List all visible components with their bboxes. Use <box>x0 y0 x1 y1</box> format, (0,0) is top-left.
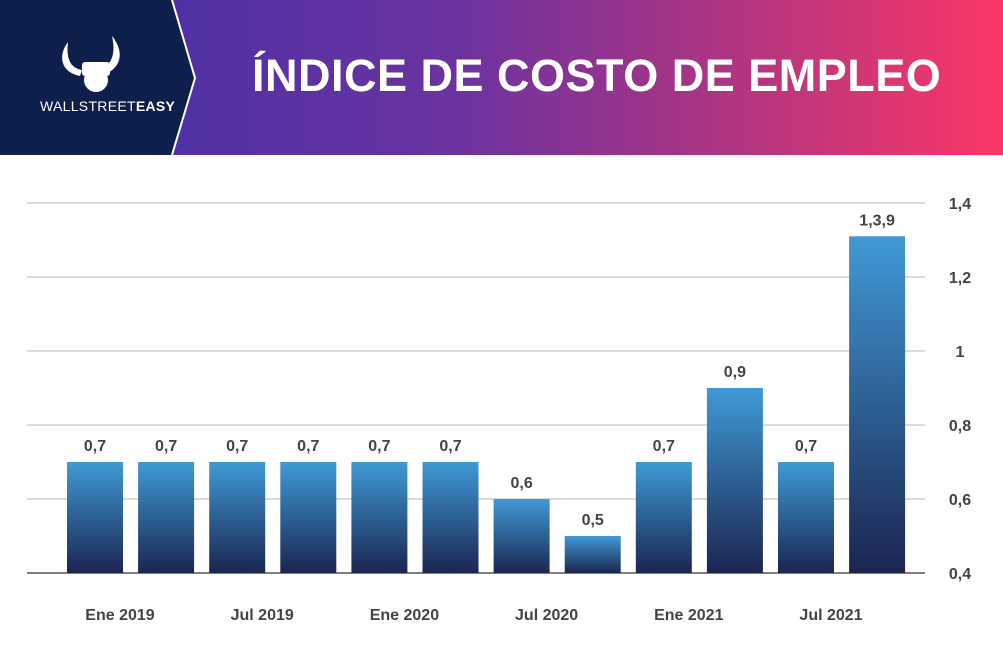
bar <box>493 499 550 573</box>
y-tick-label: 0,8 <box>949 418 971 435</box>
data-label: 0,7 <box>155 438 177 455</box>
data-label: 0,7 <box>297 438 319 455</box>
bar <box>67 462 123 573</box>
y-tick-label: 1,4 <box>949 196 971 213</box>
x-tick-label: Ene 2021 <box>654 607 723 624</box>
x-tick-label: Ene 2020 <box>370 607 439 624</box>
data-label: 0,7 <box>439 438 461 455</box>
bar <box>351 462 408 573</box>
y-tick-label: 0,6 <box>949 492 971 509</box>
bar-chart: 0,4 0,6 0,8 1 1,2 1,4 0,7 0,7 0,7 0,7 0,7 0,7 0,6 0,5… <box>27 196 971 624</box>
data-label: 0,7 <box>795 438 817 455</box>
bar <box>280 462 337 573</box>
x-tick-label: Jul 2020 <box>515 607 578 624</box>
data-label: 0,7 <box>653 438 675 455</box>
y-tick-label: 1,2 <box>949 270 971 287</box>
x-tick-label: Ene 2019 <box>85 607 154 624</box>
logo-panel <box>0 0 197 155</box>
x-tick-label: Jul 2021 <box>799 607 862 624</box>
data-label: 1,3,9 <box>859 212 895 229</box>
bar <box>706 388 763 573</box>
brand-bold: EASY <box>135 98 176 114</box>
data-label: 0,6 <box>510 475 532 492</box>
data-label: 0,7 <box>368 438 390 455</box>
x-tick-label: Jul 2019 <box>231 607 294 624</box>
bar <box>849 236 906 574</box>
data-label: 0,7 <box>226 438 248 455</box>
y-tick-label: 0,4 <box>949 566 971 583</box>
data-label: 0,5 <box>582 512 604 529</box>
y-tick-label: 1 <box>956 344 965 361</box>
brand-light: WALLSTREET <box>40 98 136 114</box>
page-title: ÍNDICE DE COSTO DE EMPLEO <box>252 50 942 101</box>
bar <box>564 536 621 573</box>
bar <box>209 462 266 573</box>
bull-fist-logo-icon <box>62 36 120 92</box>
bar <box>635 462 692 573</box>
data-label: 0,9 <box>724 364 746 381</box>
bar <box>138 462 195 573</box>
header-banner: WALLSTREETEASY ÍNDICE DE COSTO DE EMPLEO <box>0 0 1003 155</box>
bar <box>778 462 834 573</box>
data-label: 0,7 <box>84 438 106 455</box>
brand-wordmark: WALLSTREETEASY <box>40 98 175 114</box>
bar <box>422 462 479 573</box>
